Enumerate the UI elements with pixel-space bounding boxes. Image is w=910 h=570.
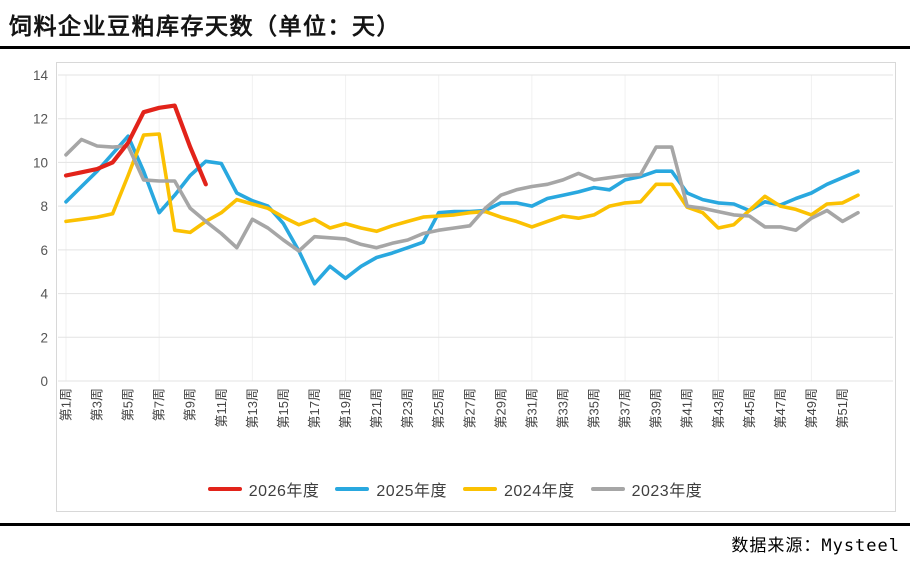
y-tick-label: 14 (33, 68, 49, 83)
y-tick-label: 2 (40, 330, 48, 345)
y-tick-label: 8 (40, 199, 48, 214)
legend-line-swatch (590, 486, 625, 492)
data-source-label: 数据来源：Mysteel (731, 536, 900, 556)
bottom-divider (0, 523, 910, 526)
top-divider (0, 46, 910, 49)
legend-line-swatch (207, 486, 242, 492)
chart-title: 饲料企业豆粕库存天数（单位：天） (9, 13, 401, 39)
chart-legend: 2026年度 2025年度 2024年度 2023年度 (0, 477, 910, 501)
y-tick-label: 12 (33, 112, 48, 127)
legend-item-2026年度: 2026年度 (207, 477, 320, 501)
y-tick-label: 6 (40, 243, 48, 258)
legend-label: 2024年度 (504, 483, 575, 500)
y-tick-label: 4 (40, 287, 48, 302)
legend-line-swatch (463, 486, 497, 492)
legend-label: 2025年度 (376, 483, 447, 500)
legend-label: 2026年度 (248, 483, 320, 500)
legend-item-2024年度: 2024年度 (463, 477, 575, 501)
legend-item-2025年度: 2025年度 (335, 477, 447, 501)
legend-label: 2023年度 (631, 483, 703, 500)
chart-container (56, 62, 896, 512)
legend-item-2023年度: 2023年度 (590, 477, 703, 501)
y-tick-label: 10 (33, 155, 48, 170)
y-tick-label: 0 (40, 374, 48, 389)
legend-line-swatch (335, 486, 370, 492)
